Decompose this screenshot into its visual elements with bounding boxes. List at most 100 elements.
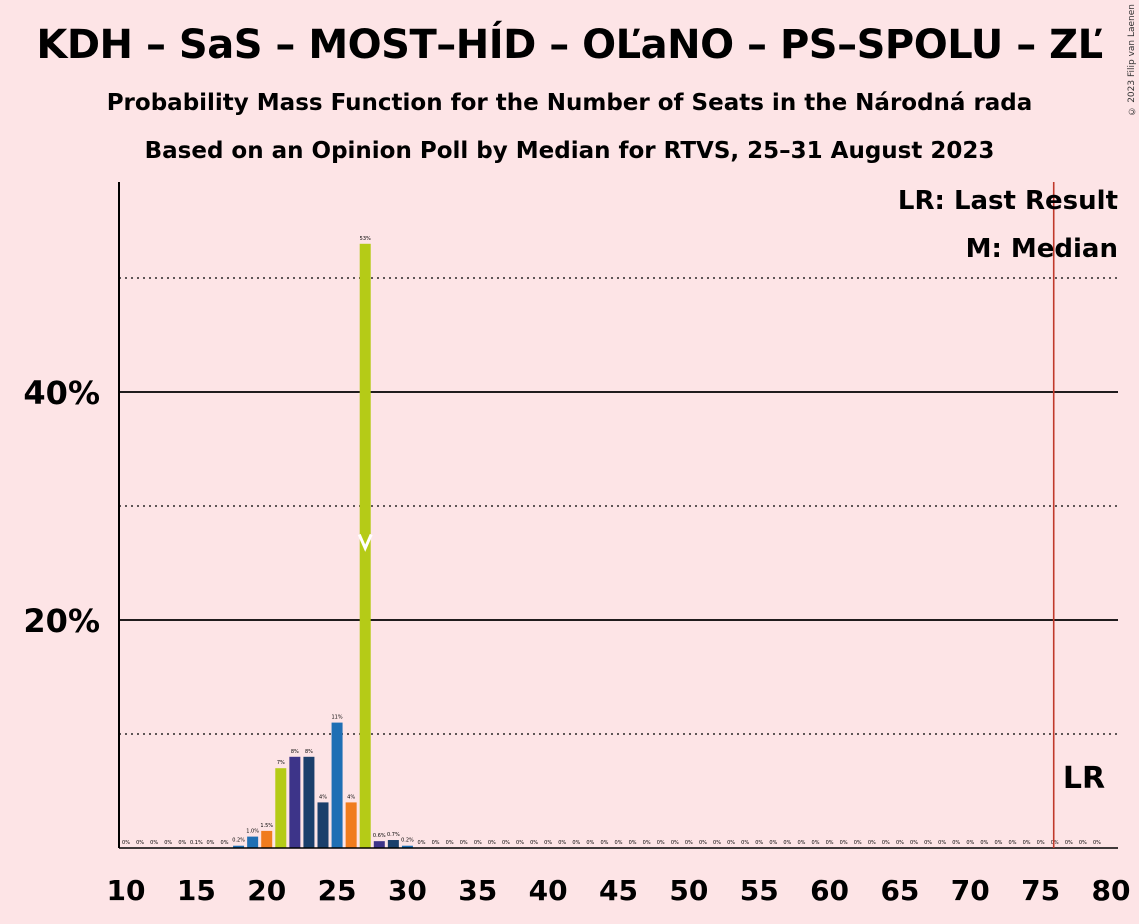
y-tick-labels: 20% 40% bbox=[23, 374, 100, 640]
bar-label-80: 0% bbox=[1093, 840, 1101, 846]
bar-label-22: 7% bbox=[277, 760, 285, 766]
x-tick-30: 30 bbox=[388, 874, 427, 907]
bar-19 bbox=[233, 845, 245, 848]
bar-label-61: 0% bbox=[826, 840, 834, 846]
bar-label-26: 11% bbox=[332, 715, 343, 721]
bar-label-69: 0% bbox=[938, 840, 946, 846]
bar-25 bbox=[317, 802, 329, 848]
bar-27 bbox=[345, 802, 357, 848]
markers bbox=[357, 182, 1055, 848]
x-tick-labels: 10 15 20 25 30 35 40 45 50 55 60 65 70 75 80 bbox=[107, 874, 1131, 907]
bar-22 bbox=[275, 768, 287, 848]
bar-label-27: 4% bbox=[347, 794, 355, 800]
median-marker bbox=[357, 533, 373, 552]
chart-title: KDH – SaS – MOST–HÍD – OĽaNO – PS–SPOLU … bbox=[36, 22, 1103, 68]
bar-label-34: 0% bbox=[446, 840, 454, 846]
x-tick-65: 65 bbox=[880, 874, 919, 907]
last-result-label: LR bbox=[1063, 761, 1105, 796]
legend-last-result: LR: Last Result bbox=[898, 186, 1118, 216]
x-tick-40: 40 bbox=[529, 874, 568, 907]
chart-subtitle-2: Based on an Opinion Poll by Median for R… bbox=[144, 138, 995, 164]
bar-label-72: 0% bbox=[980, 840, 988, 846]
bar-label-38: 0% bbox=[502, 840, 510, 846]
bar-label-78: 0% bbox=[1065, 840, 1073, 846]
bar-label-57: 0% bbox=[769, 840, 777, 846]
bar-label-28: 53% bbox=[360, 236, 371, 242]
bar-label-47: 0% bbox=[629, 840, 637, 846]
bar-label-36: 0% bbox=[474, 840, 482, 846]
bar-label-17: 0% bbox=[206, 840, 214, 846]
x-tick-20: 20 bbox=[247, 874, 286, 907]
y-tick-40: 40% bbox=[23, 374, 100, 412]
bar-29 bbox=[373, 841, 385, 848]
bar-label-20: 1.0% bbox=[246, 829, 259, 835]
bar-label-33: 0% bbox=[432, 840, 440, 846]
bar-label-30: 0.7% bbox=[387, 832, 400, 838]
bar-label-23: 8% bbox=[291, 749, 299, 755]
bar-label-66: 0% bbox=[896, 840, 904, 846]
x-tick-35: 35 bbox=[458, 874, 497, 907]
bar-label-41: 0% bbox=[544, 840, 552, 846]
bar-label-39: 0% bbox=[516, 840, 524, 846]
bar-label-46: 0% bbox=[615, 840, 623, 846]
bar-21 bbox=[261, 830, 273, 848]
bar-label-48: 0% bbox=[643, 840, 651, 846]
x-tick-15: 15 bbox=[177, 874, 216, 907]
bar-label-76: 0% bbox=[1037, 840, 1045, 846]
x-tick-25: 25 bbox=[318, 874, 357, 907]
bar-label-11: 0% bbox=[122, 840, 130, 846]
x-tick-75: 75 bbox=[1021, 874, 1060, 907]
bar-label-24: 8% bbox=[305, 749, 313, 755]
bar-label-54: 0% bbox=[727, 840, 735, 846]
bar-label-21: 1.5% bbox=[260, 823, 273, 829]
bar-30 bbox=[387, 840, 399, 848]
bar-label-12: 0% bbox=[136, 840, 144, 846]
bar-label-77: 0% bbox=[1051, 840, 1059, 846]
x-tick-60: 60 bbox=[810, 874, 849, 907]
bar-23 bbox=[289, 756, 301, 848]
bar-24 bbox=[303, 756, 315, 848]
bar-label-74: 0% bbox=[1009, 840, 1017, 846]
bar-label-25: 4% bbox=[319, 794, 327, 800]
bar-20 bbox=[247, 836, 259, 848]
x-tick-50: 50 bbox=[669, 874, 708, 907]
x-tick-45: 45 bbox=[599, 874, 638, 907]
bar-label-58: 0% bbox=[783, 840, 791, 846]
x-tick-80: 80 bbox=[1092, 874, 1131, 907]
bar-label-67: 0% bbox=[910, 840, 918, 846]
bar-label-42: 0% bbox=[558, 840, 566, 846]
bar-label-55: 0% bbox=[741, 840, 749, 846]
bar-label-50: 0% bbox=[671, 840, 679, 846]
bar-label-16: 0.1% bbox=[190, 840, 203, 846]
bar-label-71: 0% bbox=[966, 840, 974, 846]
bar-label-18: 0% bbox=[221, 840, 229, 846]
bar-labels: 0% 0% 0% 0% 0% 0.1% 0% 0% 0.2%1.0%1.5%7%8% 8%4%11… bbox=[122, 236, 1101, 846]
bar-label-51: 0% bbox=[685, 840, 693, 846]
bar-label-62: 0% bbox=[840, 840, 848, 846]
gridlines bbox=[119, 277, 1118, 735]
bar-label-52: 0% bbox=[699, 840, 707, 846]
bar-label-44: 0% bbox=[586, 840, 594, 846]
bar-label-32: 0% bbox=[418, 840, 426, 846]
bar-label-60: 0% bbox=[812, 840, 820, 846]
bar-label-31: 0.2% bbox=[401, 838, 414, 844]
bar-label-70: 0% bbox=[952, 840, 960, 846]
bar-label-43: 0% bbox=[572, 840, 580, 846]
x-tick-55: 55 bbox=[740, 874, 779, 907]
bar-label-29: 0.6% bbox=[373, 833, 386, 839]
y-tick-20: 20% bbox=[23, 602, 100, 640]
bar-label-35: 0% bbox=[460, 840, 468, 846]
bar-label-56: 0% bbox=[755, 840, 763, 846]
bar-label-59: 0% bbox=[797, 840, 805, 846]
bar-label-45: 0% bbox=[600, 840, 608, 846]
bar-31 bbox=[401, 845, 413, 848]
bar-label-19: 0.2% bbox=[232, 838, 245, 844]
legend-median: M: Median bbox=[966, 234, 1118, 264]
x-tick-10: 10 bbox=[107, 874, 146, 907]
bar-label-37: 0% bbox=[488, 840, 496, 846]
bar-label-73: 0% bbox=[994, 840, 1002, 846]
bar-label-79: 0% bbox=[1079, 840, 1087, 846]
bars bbox=[233, 243, 413, 849]
bar-label-15: 0% bbox=[178, 840, 186, 846]
